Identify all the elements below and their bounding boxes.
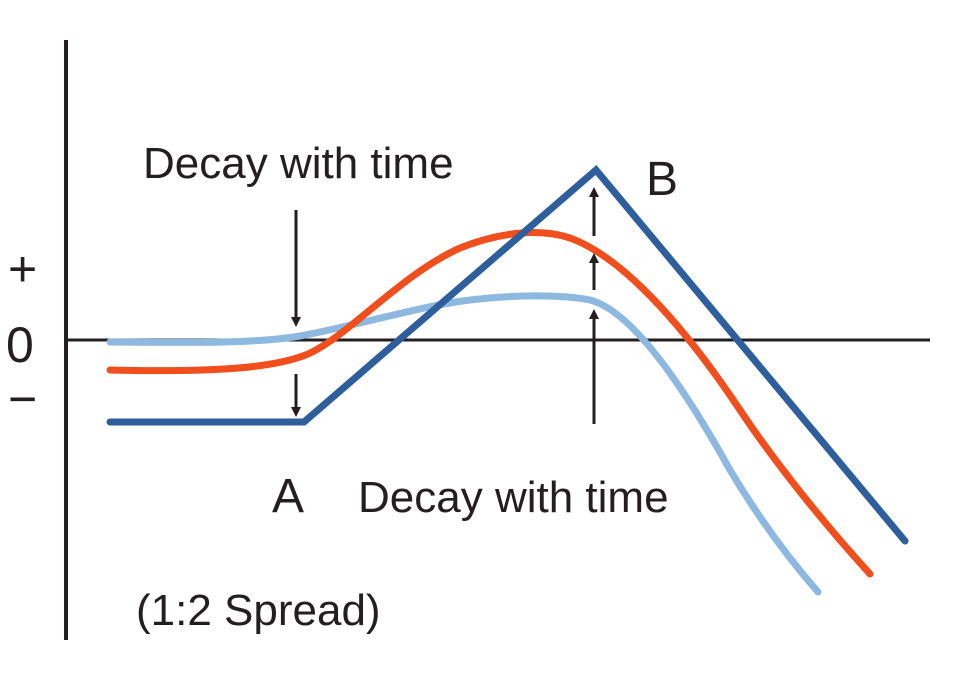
at-expiry-curve	[106, 165, 909, 545]
y-axis-plus-label: +	[8, 241, 37, 297]
long-dated-curve	[106, 292, 822, 596]
point-a-label: A	[272, 470, 304, 523]
mid-life-curve	[106, 229, 874, 578]
y-axis-zero-label: 0	[6, 317, 34, 373]
y-axis-minus-label: −	[8, 371, 37, 427]
point-b-label: B	[646, 153, 678, 206]
decay-label-lower: Decay with time	[358, 473, 669, 522]
spread-caption: (1:2 Spread)	[136, 586, 381, 635]
decay-label-upper: Decay with time	[143, 139, 454, 188]
